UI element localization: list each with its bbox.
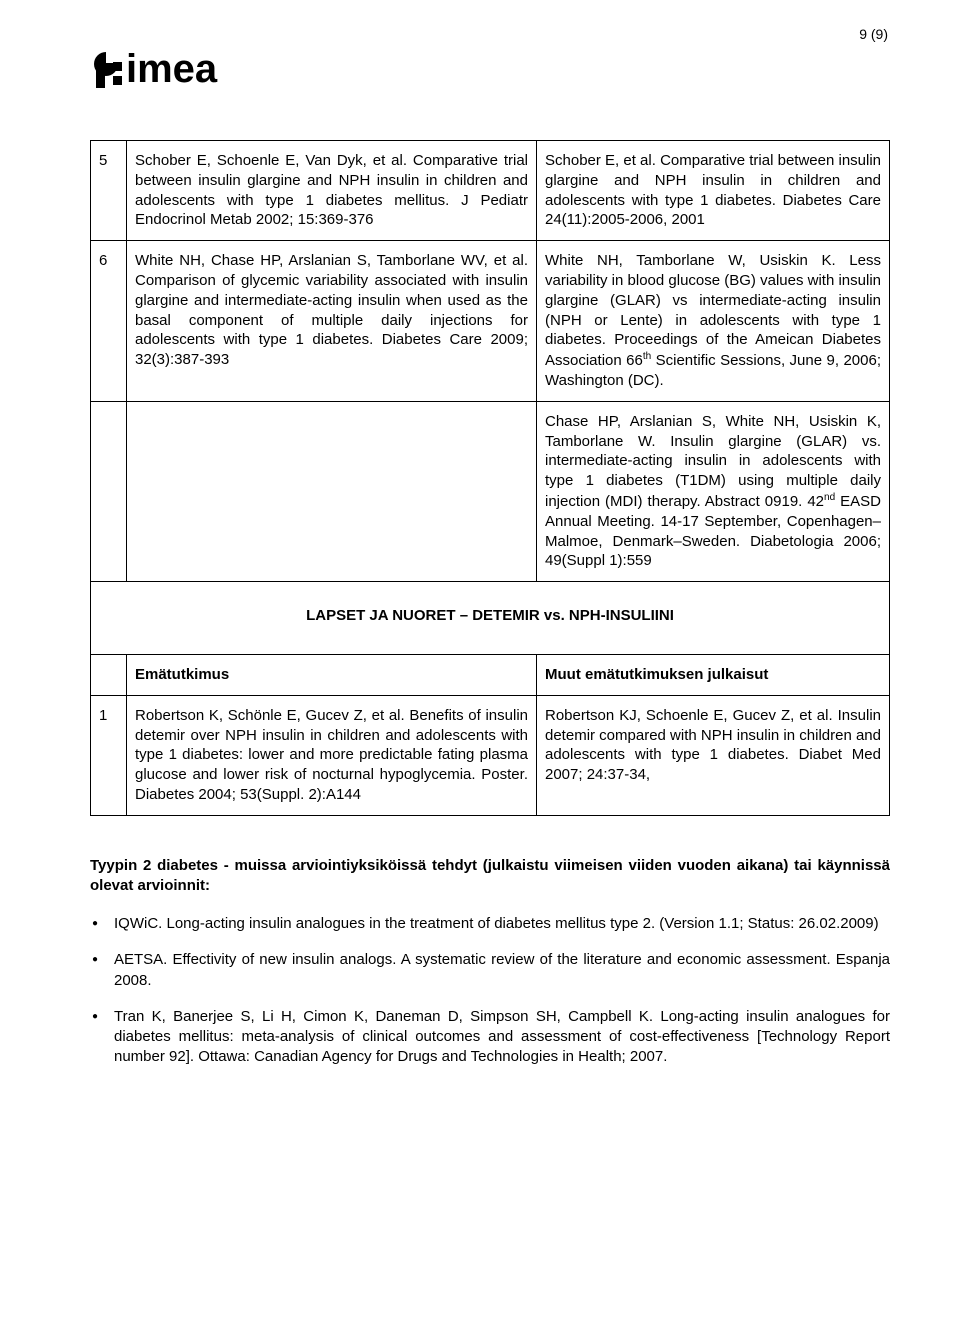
publication-cell: Chase HP, Arslanian S, White NH, Usiskin… bbox=[537, 401, 890, 581]
list-item: IQWiC. Long-acting insulin analogues in … bbox=[90, 914, 890, 934]
table-row: 6 White NH, Chase HP, Arslanian S, Tambo… bbox=[91, 241, 890, 402]
table-row: 1 Robertson K, Schönle E, Gucev Z, et al… bbox=[91, 695, 890, 815]
table-row: 5 Schober E, Schoenle E, Van Dyk, et al.… bbox=[91, 141, 890, 241]
study-cell bbox=[127, 401, 537, 581]
column-header: Muut emätutkimuksen julkaisut bbox=[537, 654, 890, 695]
empty-cell bbox=[91, 654, 127, 695]
logo: imea bbox=[90, 44, 890, 92]
svg-text:imea: imea bbox=[126, 47, 218, 88]
section-title-cell: LAPSET JA NUORET – DETEMIR vs. NPH-INSUL… bbox=[91, 582, 890, 655]
study-cell: White NH, Chase HP, Arslanian S, Tamborl… bbox=[127, 241, 537, 402]
table-row: Chase HP, Arslanian S, White NH, Usiskin… bbox=[91, 401, 890, 581]
publication-cell: White NH, Tamborlane W, Usiskin K. Less … bbox=[537, 241, 890, 402]
footer-heading: Tyypin 2 diabetes - muissa arviointiyksi… bbox=[90, 856, 890, 897]
publication-cell: Schober E, et al. Comparative trial betw… bbox=[537, 141, 890, 241]
row-number bbox=[91, 401, 127, 581]
table-glargine: 5 Schober E, Schoenle E, Van Dyk, et al.… bbox=[90, 140, 890, 816]
row-number: 1 bbox=[91, 695, 127, 815]
study-cell: Schober E, Schoenle E, Van Dyk, et al. C… bbox=[127, 141, 537, 241]
column-header: Emätutkimus bbox=[127, 654, 537, 695]
bullet-list: IQWiC. Long-acting insulin analogues in … bbox=[90, 914, 890, 1068]
study-cell: Robertson K, Schönle E, Gucev Z, et al. … bbox=[127, 695, 537, 815]
logo-svg: imea bbox=[90, 44, 250, 88]
list-item: Tran K, Banerjee S, Li H, Cimon K, Danem… bbox=[90, 1007, 890, 1068]
section-title-row: LAPSET JA NUORET – DETEMIR vs. NPH-INSUL… bbox=[91, 582, 890, 655]
page-number: 9 (9) bbox=[859, 26, 888, 42]
page: 9 (9) imea 5 Schober E, Schoenle E, Van … bbox=[0, 0, 960, 1134]
section-title: LAPSET JA NUORET – DETEMIR vs. NPH-INSUL… bbox=[99, 592, 881, 644]
list-item: AETSA. Effectivity of new insulin analog… bbox=[90, 950, 890, 991]
table-header-row: Emätutkimus Muut emätutkimuksen julkaisu… bbox=[91, 654, 890, 695]
row-number: 6 bbox=[91, 241, 127, 402]
row-number: 5 bbox=[91, 141, 127, 241]
publication-cell: Robertson KJ, Schoenle E, Gucev Z, et al… bbox=[537, 695, 890, 815]
